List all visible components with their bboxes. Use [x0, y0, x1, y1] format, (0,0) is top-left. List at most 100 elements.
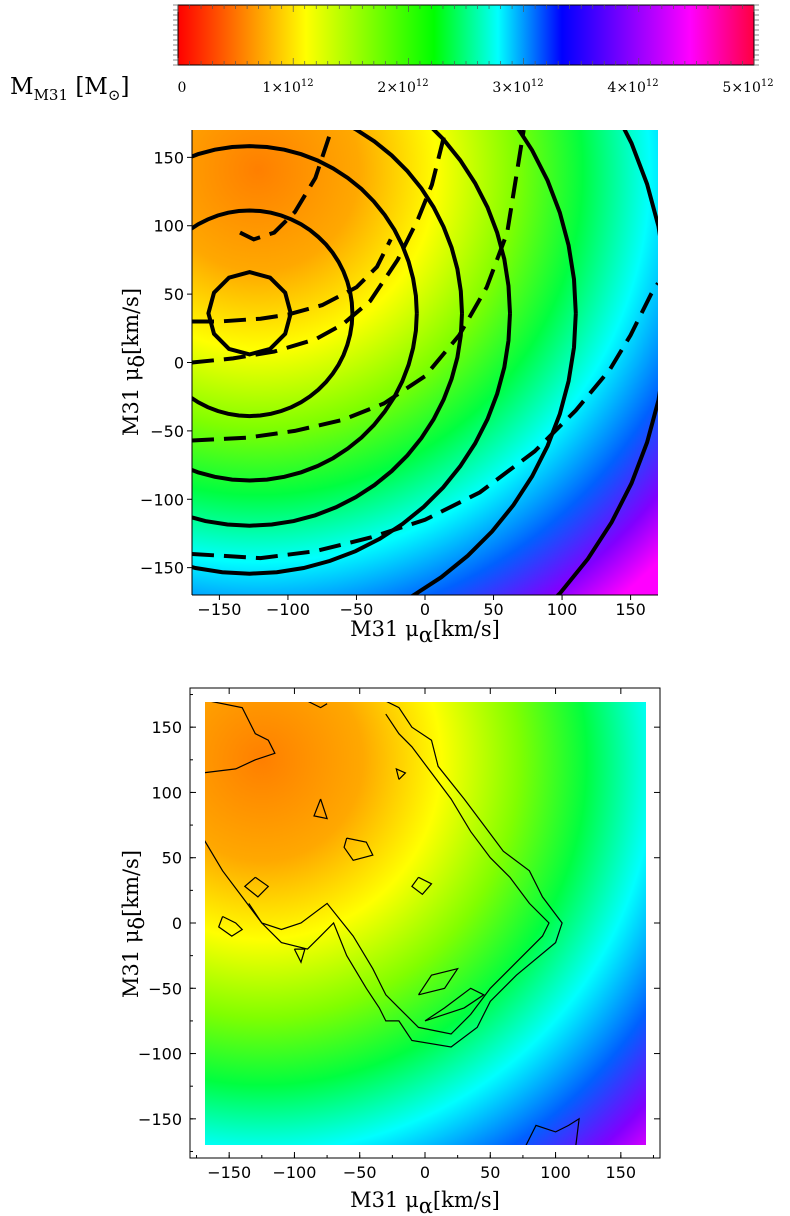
colorbar-tick-label: 3×1012: [492, 78, 543, 96]
bottom-panel-xtick-label: 100: [540, 1163, 571, 1182]
bottom-panel-contour-small: [525, 1117, 580, 1145]
bottom-panel-xtick-label: −50: [343, 1163, 377, 1182]
bottom-panel-contour-small: [217, 915, 244, 937]
bottom-panel-axes: −150 −100 −50 0 50 100 150 −150 −100 −50 0 50 100 150: [138, 688, 660, 1182]
bottom-panel-contour-small: [417, 967, 459, 996]
bottom-panel-xtick-label: −150: [207, 1163, 251, 1182]
colorbar-tick-label: 5×1012: [722, 78, 773, 96]
colorbar-label-unit-close: ]: [120, 74, 129, 100]
colorbar-strip: [177, 4, 755, 66]
top-panel-ytick-label: −50: [150, 422, 184, 441]
colorbar-tick-exponent: 12: [646, 78, 659, 89]
top-panel-xtick-label: −150: [197, 600, 241, 619]
top-panel-ylabel-main: M31 μ: [119, 367, 143, 436]
bottom-panel-xlabel: M31 μα[km/s]: [350, 1188, 500, 1216]
top-panel-field: [192, 130, 658, 595]
colorbar-tick-labels: 0 1×1012 2×1012 3×1012 4×1012 5×1012: [178, 78, 774, 96]
colorbar-label: MM31 [M⊙]: [10, 74, 129, 104]
top-panel-ylabel: M31 μδ[km/s]: [119, 288, 149, 436]
top-panel-ytick-label: 50: [164, 285, 184, 304]
colorbar-tick-mantissa: 0: [178, 80, 187, 96]
top-panel-xlabel-main: M31 μ: [350, 617, 419, 641]
bottom-panel-ytick-label: −50: [148, 979, 182, 998]
top-panel-xlabel-sub: α: [419, 623, 433, 647]
top-panel-ytick-label: 150: [153, 148, 184, 167]
bottom-panel-contour-small: [343, 837, 374, 861]
top-panel-ylabel-sub: δ: [125, 355, 149, 368]
bottom-panel-contours: [205, 702, 580, 1145]
bottom-panel-ylabel-main: M31 μ: [119, 929, 143, 998]
colorbar-tick-exponent: 12: [301, 78, 314, 89]
colorbar-tick-label: 4×1012: [607, 78, 658, 96]
top-panel-ytick-label: −150: [140, 559, 184, 578]
top-panel-xtick-label: 150: [615, 600, 646, 619]
bottom-panel-contour-small: [424, 987, 485, 1022]
top-panel-xlabel-unit: [km/s]: [433, 617, 500, 641]
top-panel-solid-contour: [192, 144, 419, 483]
bottom-panel-contour-small: [411, 876, 433, 896]
bottom-panel-ylabel-unit: [km/s]: [119, 850, 143, 917]
bottom-panel-ytick-label: 100: [151, 783, 182, 802]
bottom-panel: −150 −100 −50 0 50 100 150 −150 −100 −50 0 50 100 150…: [119, 687, 661, 1216]
top-panel-ytick-label: 100: [153, 217, 184, 236]
top-panel-dashed-contour: [192, 130, 448, 365]
bottom-panel-contour-small: [313, 798, 328, 820]
top-panel-xtick-label: −100: [266, 600, 310, 619]
top-panel-xlabel: M31 μα[km/s]: [350, 617, 500, 647]
top-panel-axes: −150 −100 −50 0 50 100 150 −150 −100 −50 0 50 100 150: [140, 130, 658, 619]
bottom-panel-xtick-label: 150: [606, 1163, 637, 1182]
bottom-panel-ylabel: M31 μδ[km/s]: [119, 850, 149, 998]
colorbar-label-main: M: [10, 74, 34, 100]
top-panel-contours: [192, 130, 658, 595]
colorbar-tick-mantissa: 5×10: [722, 80, 760, 96]
colorbar-tick-mantissa: 1×10: [262, 80, 300, 96]
colorbar-tick-label: 0: [178, 80, 187, 96]
bottom-panel-ytick-label: 0: [172, 914, 182, 933]
top-panel-dashed-contour: [192, 130, 526, 443]
bottom-panel-xlabel-sub: α: [419, 1194, 433, 1216]
colorbar-tick-exponent: 12: [416, 78, 429, 89]
top-panel-solid-contour: [192, 130, 464, 528]
colorbar-label-unit-sub: ⊙: [108, 86, 121, 104]
top-panel-solid-contour: [206, 270, 293, 357]
top-panel-xtick-label: 100: [547, 600, 578, 619]
bottom-panel-contour-top: [307, 702, 328, 709]
bottom-panel-contour-outer: [205, 702, 563, 1048]
bottom-panel-ytick-label: −100: [138, 1045, 182, 1064]
top-panel-dashed-contour: [239, 136, 331, 242]
bottom-panel-ytick-label: −150: [138, 1110, 182, 1129]
colorbar-ticks: [173, 4, 759, 66]
bottom-panel-ytick-label: 50: [162, 849, 182, 868]
colorbar-tick-mantissa: 2×10: [377, 80, 415, 96]
bottom-panel-ylabel-sub: δ: [125, 917, 149, 930]
bottom-panel-contour-small: [243, 876, 270, 898]
top-panel-dashed-contour: [192, 282, 658, 561]
colorbar: 0 1×1012 2×1012 3×1012 4×1012 5×1012 MM31 [M⊙…: [10, 4, 774, 104]
bottom-panel-contour-inner: [248, 713, 550, 1035]
top-panel-ytick-label: 0: [174, 354, 184, 373]
colorbar-tick-exponent: 12: [761, 78, 774, 89]
colorbar-label-sub: M31: [34, 86, 68, 104]
top-panel-ytick-label: −100: [140, 490, 184, 509]
top-panel-solid-contour: [192, 208, 355, 419]
bottom-panel-contour-small: [395, 767, 407, 780]
top-panel-xtick-label: −50: [340, 600, 374, 619]
colorbar-tick-mantissa: 3×10: [492, 80, 530, 96]
colorbar-tick-mantissa: 4×10: [607, 80, 645, 96]
colorbar-tick-exponent: 12: [531, 78, 544, 89]
bottom-panel-xlabel-main: M31 μ: [350, 1188, 419, 1212]
colorbar-tick-label: 2×1012: [377, 78, 428, 96]
bottom-panel-xlabel-unit: [km/s]: [433, 1188, 500, 1212]
bottom-panel-xtick-label: 50: [480, 1163, 500, 1182]
colorbar-label-unit-open: [M: [68, 74, 108, 100]
bottom-panel-xtick-label: −100: [272, 1163, 316, 1182]
colorbar-tick-label: 1×1012: [262, 78, 313, 96]
bottom-panel-xtick-label: 0: [420, 1163, 430, 1182]
top-panel-xtick-label: 50: [483, 600, 503, 619]
top-panel-ylabel-unit: [km/s]: [119, 288, 143, 355]
bottom-panel-ytick-label: 150: [151, 718, 182, 737]
top-panel-xtick-label: 0: [420, 600, 430, 619]
bottom-panel-contour-small: [293, 948, 306, 964]
top-panel-solid-contour: [192, 130, 512, 576]
